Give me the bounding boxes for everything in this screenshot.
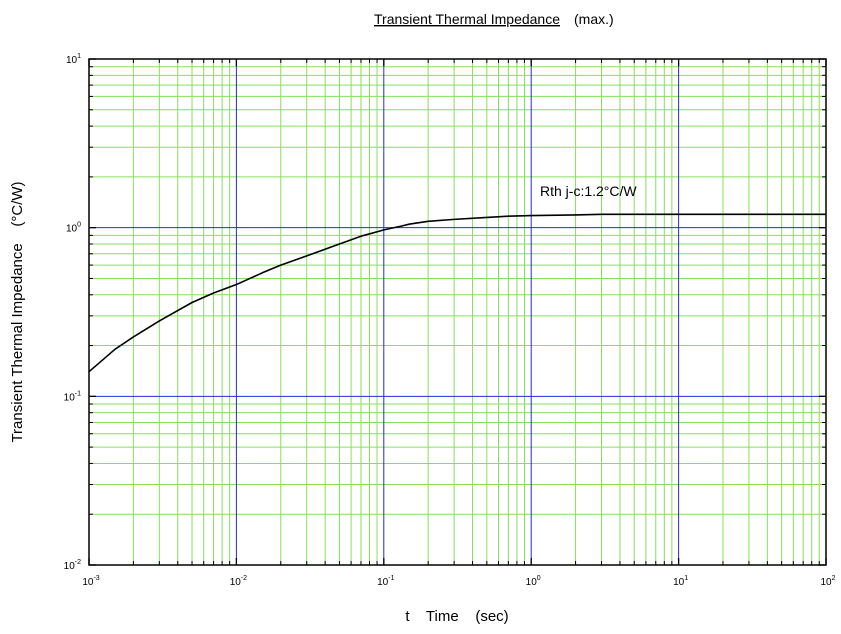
chart-title-suffix: (max.) [574,11,614,27]
grid-layer [89,59,826,565]
x-tick-label: 101 [673,575,688,588]
x-tick-label: 10-3 [82,575,99,588]
x-tick-label: 100 [526,575,541,588]
x-tick-label: 102 [820,575,835,588]
x-tick-label: 10-1 [377,575,394,588]
series-line-0 [88,213,826,373]
y-axis-label: Transient Thermal Impedance (°C/W) [9,181,26,442]
y-tick-label: 101 [66,53,81,66]
x-tick-label: 10-2 [230,575,247,588]
chart-title: Transient Thermal Impedance [374,11,560,27]
curve-annotation: Rth j-c:1.2°C/W [540,183,637,199]
x-axis-label: t Time (sec) [405,608,508,625]
y-tick-label: 10-2 [64,559,81,572]
plot-frame [88,58,827,566]
frame-layer [88,58,827,566]
y-tick-label: 100 [66,222,81,235]
y-tick-label: 10-1 [64,390,81,403]
curve-layer [88,213,826,373]
